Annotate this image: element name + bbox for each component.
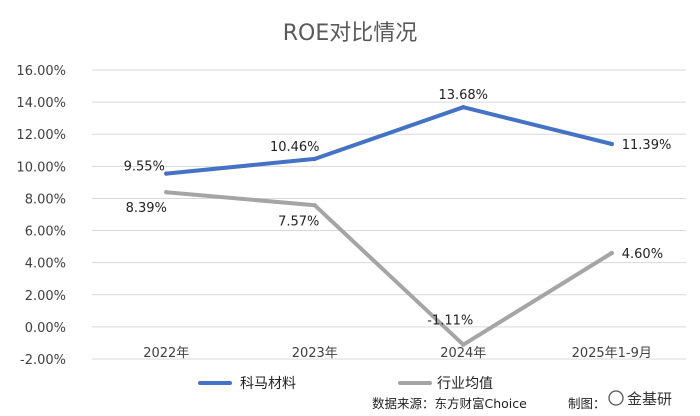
y-tick-label: 0.00% (25, 321, 66, 336)
watermark-logo-icon (608, 390, 624, 406)
y-tick-label: 4.00% (25, 257, 66, 272)
grid-lines (92, 69, 686, 360)
data-label: 13.68% (438, 88, 488, 103)
data-point (312, 203, 317, 208)
y-axis: 16.00% 14.00% 12.00% 10.00% 8.00% 6.00% 4.00% 2… (16, 64, 66, 368)
chart-credit: 制图： (568, 396, 606, 411)
data-point (164, 171, 169, 176)
series-layer (164, 105, 614, 347)
legend: 科马材料 行业均值 (198, 376, 493, 392)
y-tick-label: 16.00% (16, 64, 66, 79)
x-tick-label: 2025年1-9月 (572, 346, 652, 361)
x-axis: 2022年 2023年 2024年 2025年1-9月 (143, 346, 652, 361)
data-point (609, 141, 614, 147)
data-labels: 9.55% 10.46% 13.68% 11.39% 8.39% 7.57% -1.11% 4… (124, 88, 672, 328)
data-point (312, 156, 317, 162)
chart-title: ROE对比情况 (283, 21, 418, 46)
y-tick-label: 12.00% (16, 128, 66, 143)
data-label: 11.39% (622, 138, 672, 153)
data-label: 4.60% (622, 247, 663, 262)
series-line-1 (164, 105, 614, 176)
y-tick-label: 8.00% (25, 192, 66, 207)
series-line-2 (164, 190, 614, 347)
x-tick-label: 2024年 (440, 346, 486, 361)
y-tick-label: 14.00% (16, 96, 66, 111)
source-note: 数据来源：东方财富Choice (372, 396, 527, 411)
data-point (164, 189, 169, 195)
y-tick-label: -2.00% (20, 353, 66, 368)
y-tick-label: 6.00% (25, 225, 66, 240)
data-label: -1.11% (427, 314, 473, 329)
watermark: 金基研 (608, 390, 672, 408)
legend-label-2: 行业均值 (437, 376, 493, 392)
y-tick-label: 2.00% (25, 289, 66, 304)
data-point (461, 105, 466, 110)
x-tick-label: 2022年 (143, 346, 189, 361)
watermark-text: 金基研 (627, 390, 672, 408)
data-point (461, 342, 466, 347)
legend-label-1: 科马材料 (240, 376, 296, 392)
y-tick-label: 10.00% (16, 160, 66, 175)
data-point (609, 250, 614, 256)
data-label: 9.55% (124, 160, 165, 175)
data-label: 10.46% (270, 140, 320, 155)
x-tick-label: 2023年 (292, 346, 338, 361)
data-label: 8.39% (126, 201, 167, 216)
data-label: 7.57% (278, 214, 319, 229)
